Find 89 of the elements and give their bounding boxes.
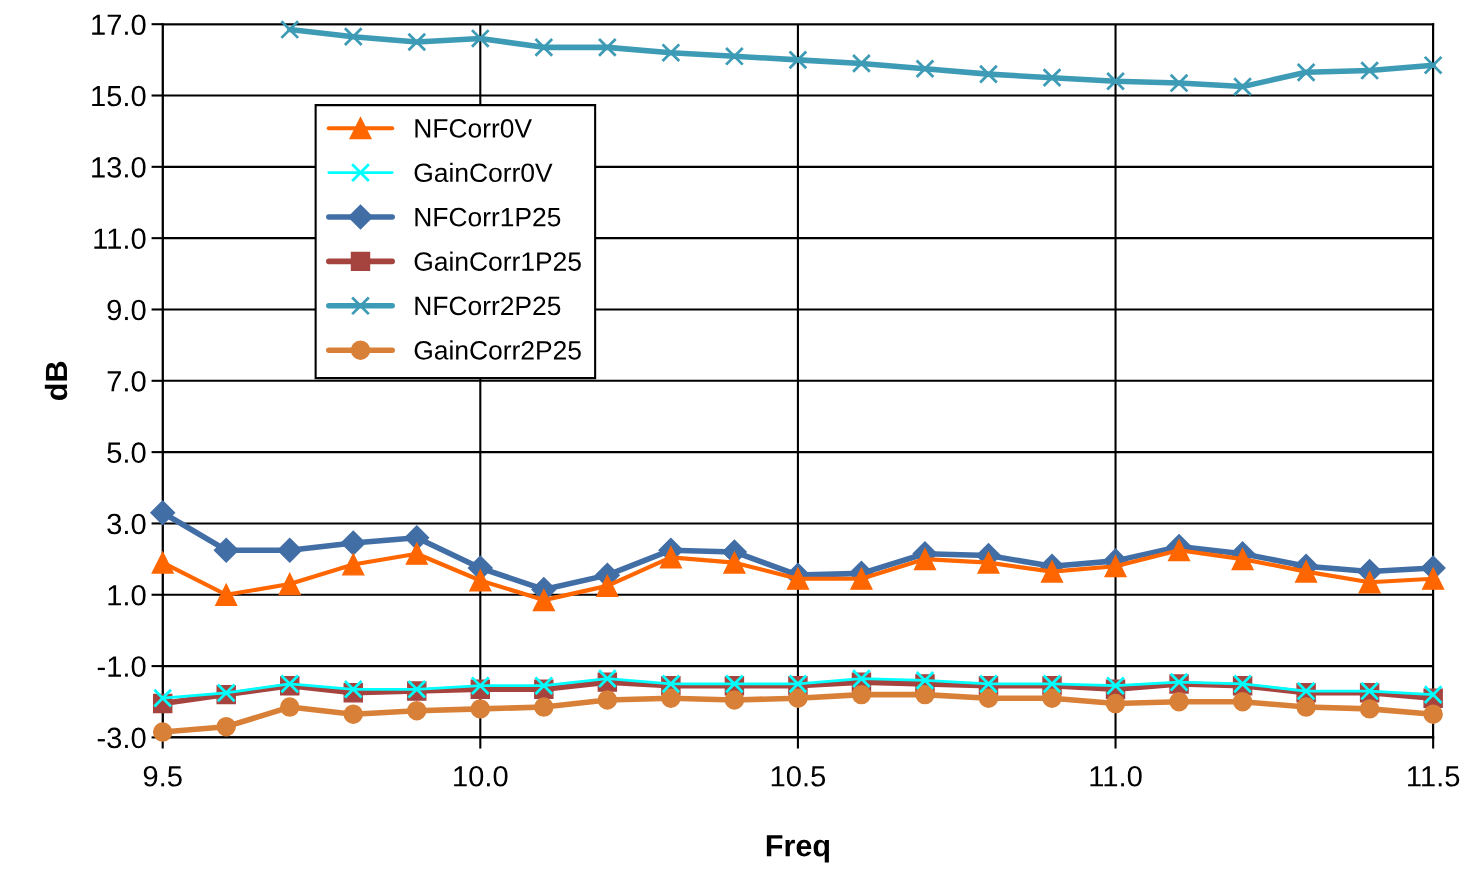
point bbox=[597, 690, 618, 710]
point bbox=[724, 46, 745, 67]
point bbox=[470, 699, 491, 719]
point bbox=[1359, 699, 1380, 719]
point bbox=[1358, 571, 1381, 594]
point bbox=[915, 59, 935, 79]
point bbox=[1105, 693, 1126, 714]
legend-label: GainCorr2P25 bbox=[414, 340, 581, 360]
x-axis-title: Freq bbox=[766, 835, 829, 863]
point bbox=[151, 551, 174, 574]
y-tick-label: 11.0 bbox=[94, 228, 146, 250]
point bbox=[978, 688, 999, 708]
point bbox=[913, 547, 937, 571]
point bbox=[1423, 704, 1443, 724]
point bbox=[1231, 547, 1254, 571]
point bbox=[1359, 60, 1380, 81]
point bbox=[1040, 560, 1064, 583]
y-tick-label: 15.0 bbox=[92, 85, 146, 107]
point bbox=[405, 542, 428, 565]
point bbox=[788, 50, 808, 70]
point bbox=[661, 688, 681, 708]
point bbox=[342, 553, 365, 576]
point bbox=[152, 688, 173, 708]
point bbox=[723, 551, 746, 574]
point bbox=[788, 688, 808, 708]
point bbox=[278, 572, 301, 596]
point bbox=[1294, 560, 1318, 583]
point bbox=[343, 704, 363, 724]
point bbox=[1042, 67, 1062, 88]
point bbox=[1296, 697, 1316, 717]
y-tick-label: 7.0 bbox=[107, 371, 146, 392]
point bbox=[534, 37, 554, 58]
point bbox=[1296, 62, 1316, 83]
point bbox=[1042, 688, 1062, 708]
legend-label: NFCorr2P25 bbox=[415, 296, 561, 316]
point bbox=[597, 37, 618, 58]
legend-label: NFCorr1P25 bbox=[415, 207, 561, 227]
point bbox=[1423, 55, 1443, 75]
point bbox=[915, 684, 935, 705]
point bbox=[534, 697, 554, 717]
point bbox=[280, 697, 300, 717]
point bbox=[1105, 71, 1126, 91]
point bbox=[407, 32, 427, 52]
point bbox=[1169, 692, 1189, 712]
y-tick-label: 1.0 bbox=[108, 584, 146, 606]
x-tick-label: 10.0 bbox=[454, 765, 508, 787]
point bbox=[1422, 567, 1445, 590]
point bbox=[661, 43, 681, 63]
point bbox=[1104, 555, 1127, 578]
point bbox=[596, 574, 619, 597]
point bbox=[340, 530, 366, 556]
point bbox=[1167, 539, 1191, 562]
point bbox=[469, 569, 492, 592]
y-tick-label: 5.0 bbox=[107, 442, 146, 463]
point bbox=[213, 537, 239, 563]
point bbox=[343, 26, 363, 47]
y-tick-label: 9.0 bbox=[107, 299, 146, 321]
point bbox=[277, 537, 303, 563]
x-tick-label: 11.0 bbox=[1090, 765, 1142, 787]
point bbox=[1232, 76, 1253, 97]
x-tick-label: 11.5 bbox=[1408, 766, 1460, 787]
point bbox=[724, 690, 745, 710]
point bbox=[1169, 73, 1189, 93]
point bbox=[851, 53, 872, 74]
y-tick-label: 13.0 bbox=[92, 157, 146, 178]
point bbox=[407, 700, 427, 721]
point bbox=[1232, 692, 1253, 712]
point bbox=[215, 583, 238, 606]
x-tick-label: 10.5 bbox=[771, 765, 826, 787]
point bbox=[150, 500, 176, 526]
x-tick-label: 9.5 bbox=[143, 765, 182, 787]
point bbox=[470, 28, 491, 49]
point bbox=[532, 589, 555, 612]
point bbox=[280, 19, 300, 40]
point bbox=[977, 551, 1000, 574]
point bbox=[216, 716, 236, 737]
point bbox=[850, 567, 873, 590]
point bbox=[786, 567, 810, 590]
point bbox=[978, 64, 999, 84]
point bbox=[851, 684, 872, 705]
legend-label: GainCorr0V bbox=[414, 162, 553, 183]
legend-label: NFCorr0V bbox=[415, 119, 532, 138]
y-axis-title: dB bbox=[44, 361, 68, 400]
legend-label: GainCorr1P25 bbox=[414, 251, 581, 271]
y-tick-label: -1.0 bbox=[97, 656, 146, 677]
y-tick-label: -3.0 bbox=[97, 727, 146, 749]
y-tick-label: 17.0 bbox=[92, 14, 146, 36]
point bbox=[659, 546, 682, 569]
y-tick-label: 3.0 bbox=[107, 513, 146, 535]
